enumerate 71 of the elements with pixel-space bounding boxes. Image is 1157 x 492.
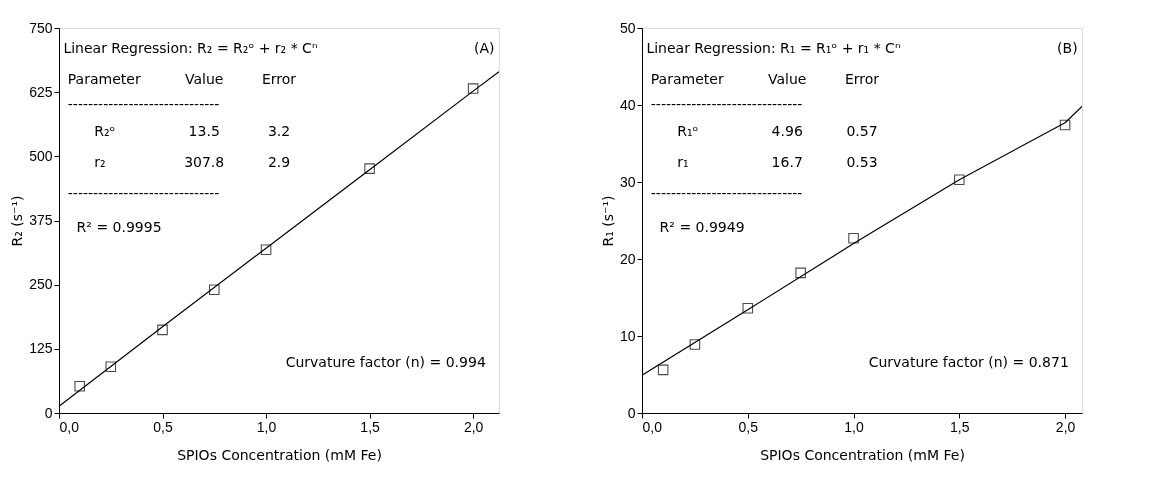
y-tick-label: 0 — [44, 404, 53, 421]
y-tick-label: 0 — [627, 404, 636, 421]
annotation: Error — [844, 70, 880, 87]
x-tick-label: 2,0 — [463, 418, 484, 435]
point — [742, 302, 754, 314]
annotation: Value — [184, 70, 224, 87]
annotation: ------------------------------ — [67, 96, 220, 112]
annotation: (A) — [474, 40, 495, 57]
y-tick-label: 10 — [619, 327, 636, 344]
annotation: 2.9 — [267, 153, 291, 170]
annotation: Parameter — [650, 70, 724, 87]
y-tick-label: 625 — [29, 83, 53, 100]
annotation: Linear Regression: R₁ = R₁ᵒ + r₁ * Cⁿ — [646, 40, 901, 57]
annotation: Curvature factor (n) = 0.871 — [868, 353, 1069, 370]
y-tick-label: 40 — [619, 96, 636, 113]
y-tick-label: 750 — [29, 19, 53, 36]
y-tick-label: 250 — [29, 276, 53, 293]
annotation: 3.2 — [267, 122, 291, 139]
point — [689, 339, 701, 350]
annotation: Curvature factor (n) = 0.994 — [285, 353, 486, 370]
annotation: r₁ — [677, 153, 689, 170]
annotation: 0.53 — [846, 153, 878, 170]
annotation: Error — [261, 70, 297, 87]
point — [467, 83, 479, 94]
annotation: R² = 0.9995 — [76, 219, 162, 236]
x-tick-label: 0,5 — [153, 418, 173, 435]
x-tick-label: 1,0 — [256, 418, 277, 435]
annotation: ------------------------------ — [650, 96, 803, 112]
x-tick-label: 0,5 — [738, 418, 759, 435]
y-tick-label: 125 — [29, 340, 53, 357]
y-tick-label: 20 — [619, 250, 636, 267]
annotation: R₁ᵒ — [677, 122, 699, 139]
annotation: Parameter — [67, 70, 141, 87]
annotation: 4.96 — [771, 122, 803, 139]
point — [364, 163, 375, 174]
annotation: 0.57 — [846, 122, 878, 139]
x-axis-title: SPIOs Concentration (mM Fe) — [760, 446, 965, 463]
annotation: R² = 0.9949 — [659, 219, 745, 236]
x-tick-label: 2,0 — [1055, 418, 1076, 435]
annotation: R₂ᵒ — [94, 122, 116, 139]
point — [105, 361, 117, 373]
annotation: 16.7 — [771, 153, 803, 170]
annotation: Value — [767, 70, 807, 87]
annotation: 307.8 — [184, 153, 225, 170]
point — [795, 267, 806, 279]
point — [657, 364, 669, 376]
annotation: (B) — [1057, 40, 1078, 57]
y-tick-label: 375 — [29, 212, 53, 228]
point — [260, 244, 272, 256]
point — [209, 284, 220, 296]
x-tick-label: 1,5 — [950, 418, 970, 435]
x-axis-title: SPIOs Concentration (mM Fe) — [177, 446, 382, 463]
x-tick-label: 1,0 — [844, 418, 864, 435]
point — [1059, 119, 1071, 131]
annotation: Linear Regression: R₂ = R₂ᵒ + r₂ * Cⁿ — [63, 40, 318, 57]
annotation: ------------------------------ — [67, 184, 220, 201]
point — [954, 174, 965, 185]
x-tick-label: 1,5 — [360, 418, 381, 435]
annotation: 13.5 — [188, 122, 220, 139]
y-tick-label: 500 — [29, 147, 53, 164]
y-tick-label: 30 — [619, 173, 636, 190]
annotation: r₂ — [94, 153, 106, 170]
annotation: ------------------------------ — [650, 184, 803, 201]
x-tick-label: 0,0 — [59, 418, 80, 435]
y-axis-title: R₁ (s⁻¹) — [599, 195, 616, 247]
y-axis-title: R₂ (s⁻¹) — [9, 195, 26, 247]
point — [74, 381, 85, 392]
point — [848, 232, 859, 244]
point — [157, 324, 168, 336]
x-tick-label: 0,0 — [642, 418, 663, 435]
y-tick-label: 50 — [619, 19, 636, 36]
